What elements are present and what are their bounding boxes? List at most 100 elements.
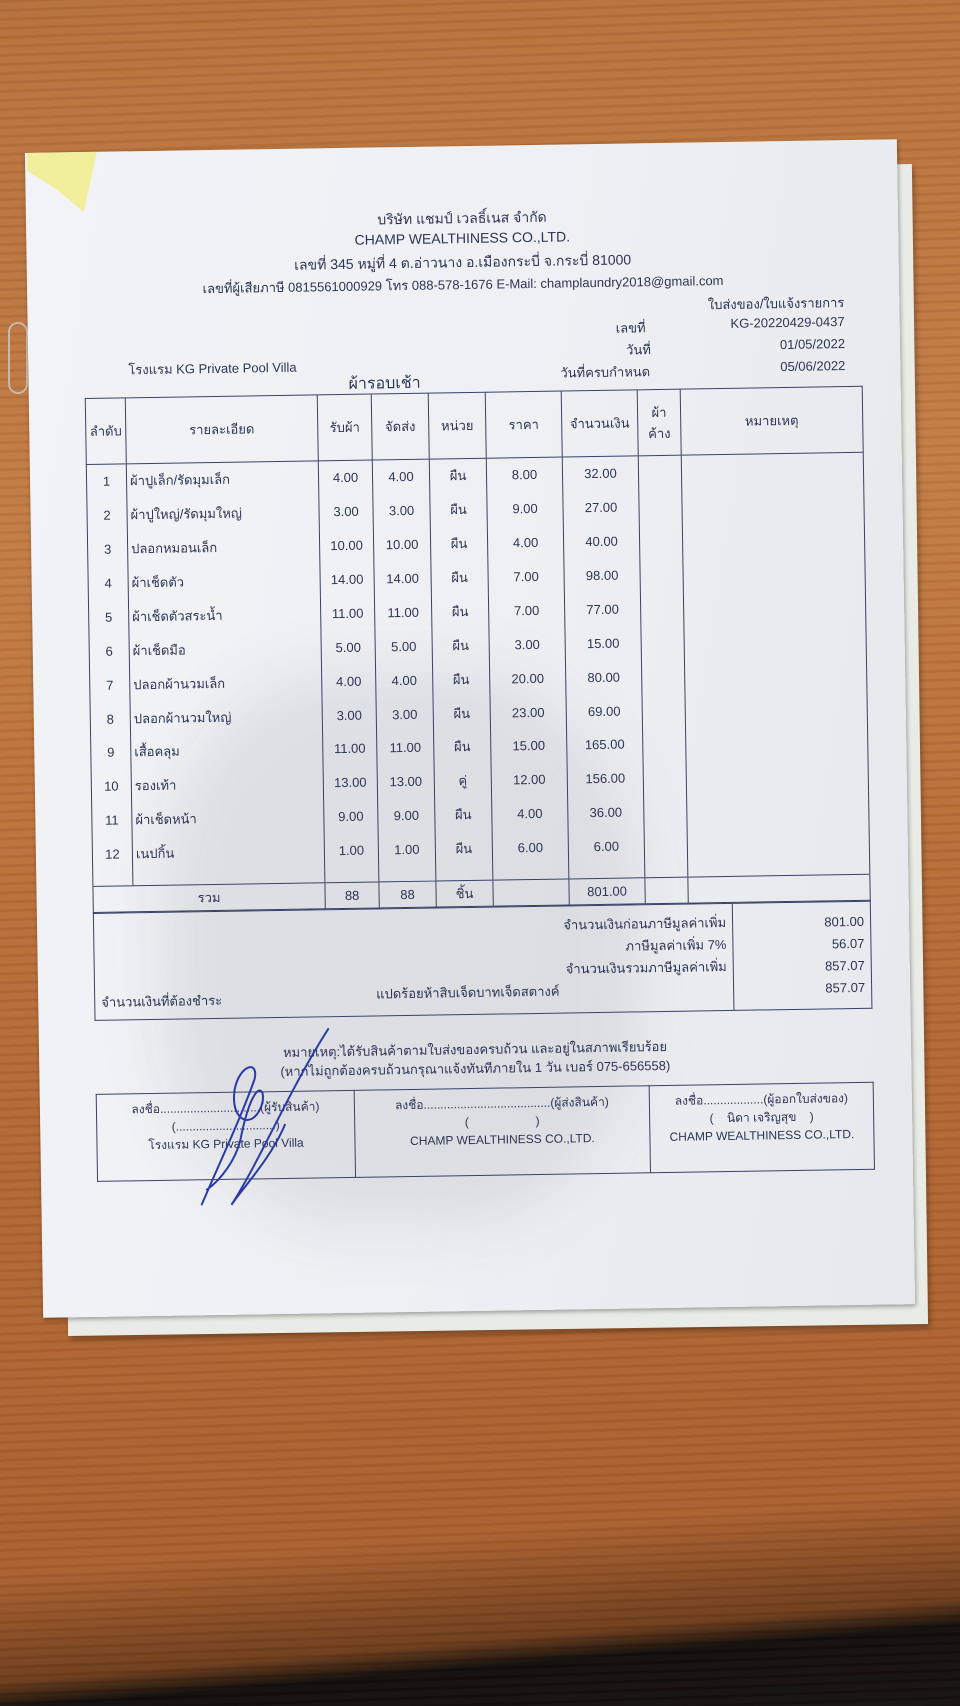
row-desc: ผ้าปูใหญ่/รัดมุมใหญ่ <box>126 495 320 532</box>
doc-type: ใบส่งของ/ใบแจ้งรายการ <box>707 295 845 313</box>
total-received: 88 <box>324 881 380 909</box>
header-order: ลำดับ <box>85 397 127 465</box>
row-unit: ผืน <box>430 560 489 595</box>
row-amount: 27.00 <box>562 489 640 526</box>
row-desc: เนปกิ้น <box>132 834 325 871</box>
due-date: 05/06/2022 <box>780 358 846 375</box>
row-unit: ผืน <box>434 797 493 833</box>
row-price: 7.00 <box>488 592 565 628</box>
row-order: 3 <box>87 531 128 567</box>
row-unit: ผืน <box>431 594 489 629</box>
row-pending <box>641 658 685 694</box>
issuer-signature: ลงชื่อ..................(ผู้ออกใบส่งของ)… <box>649 1082 875 1173</box>
row-remark <box>681 486 865 524</box>
row-pending <box>644 828 688 863</box>
row-order: 9 <box>90 735 132 770</box>
row-amount: 77.00 <box>564 591 641 627</box>
vat: 56.07 <box>831 935 865 952</box>
row-amount: 98.00 <box>563 557 641 593</box>
row-order: 6 <box>88 633 130 669</box>
pay-words: แปดร้อยห้าสิบเจ็ดบาทเจ็ดสตางค์ <box>376 983 560 1002</box>
row-unit: ผืน <box>432 661 490 697</box>
pay-amount: 857.07 <box>825 979 866 996</box>
summary-labels: จำนวนเงินก่อนภาษีมูลค่าเพิ่ม ภาษีมูลค่าเ… <box>93 903 734 1021</box>
row-delivered: 3.00 <box>376 696 434 732</box>
row-price: 6.00 <box>492 830 569 866</box>
row-received: 14.00 <box>319 561 375 597</box>
header-received: รับผ้า <box>317 394 373 462</box>
row-remark <box>684 655 867 693</box>
row-price: 4.00 <box>491 796 569 832</box>
row-desc: ผ้าเช็ดหน้า <box>131 800 325 838</box>
handwritten-signature <box>200 1027 330 1206</box>
row-remark <box>686 757 869 795</box>
row-received: 1.00 <box>324 833 379 868</box>
incl-vat: 857.07 <box>824 957 865 974</box>
row-pending <box>643 794 688 830</box>
row-order: 4 <box>87 565 129 601</box>
row-desc: ปลอกหมอนเล็ก <box>127 528 320 566</box>
row-unit: ผืน <box>433 729 492 765</box>
row-received: 4.00 <box>318 460 373 496</box>
row-order: 1 <box>86 464 127 499</box>
row-desc: ผ้าปูเล็ก/รัดมุมเล็ก <box>126 461 319 499</box>
header-amount: จำนวนเงิน <box>561 389 639 458</box>
row-remark <box>682 520 865 558</box>
row-pending <box>641 692 686 728</box>
row-price: 15.00 <box>490 728 568 764</box>
row-desc: ผ้าเช็ดตัว <box>127 562 321 600</box>
header-pending: ผ้าค้าง <box>637 389 682 457</box>
row-amount: 6.00 <box>568 829 645 865</box>
row-delivered: 14.00 <box>373 561 432 596</box>
row-delivered: 4.00 <box>375 662 433 698</box>
row-price: 20.00 <box>489 660 566 696</box>
row-amount: 36.00 <box>567 795 645 831</box>
row-desc: ปลอกผ้านวมใหญ่ <box>130 698 323 736</box>
row-pending <box>640 624 685 660</box>
row-delivered: 4.00 <box>372 459 430 495</box>
row-received: 10.00 <box>319 528 374 563</box>
row-desc: รองเท้า <box>131 766 324 804</box>
row-pending <box>639 523 683 558</box>
row-price: 3.00 <box>488 626 566 662</box>
customer: โรงแรม KG Private Pool Villa <box>128 359 297 378</box>
total-unit: ชิ้น <box>435 880 494 908</box>
row-delivered: 11.00 <box>376 730 435 766</box>
row-order: 2 <box>86 498 128 533</box>
date: 01/05/2022 <box>779 336 846 353</box>
row-order: 7 <box>89 667 131 703</box>
pre-vat: 801.00 <box>824 913 865 930</box>
row-amount: 156.00 <box>567 761 644 797</box>
row-pending <box>638 455 682 490</box>
row-pending <box>638 489 683 524</box>
row-remark <box>683 588 866 625</box>
row-desc: ปลอกผ้านวมเล็ก <box>129 664 323 702</box>
row-remark <box>681 452 864 490</box>
row-desc: ผ้าเช็ดตัวสระน้ำ <box>128 596 321 634</box>
summary-values: 801.00 56.07 857.07 857.07 <box>732 901 872 1011</box>
row-delivered: 5.00 <box>374 628 433 664</box>
row-delivered: 3.00 <box>372 493 431 529</box>
row-amount: 80.00 <box>565 659 642 695</box>
row-remark <box>687 825 870 863</box>
row-pending <box>639 557 684 592</box>
row-received: 11.00 <box>322 731 378 767</box>
sig-org: CHAMP WEALTHINESS CO.,LTD. <box>669 1127 855 1144</box>
paper-clip <box>8 322 28 394</box>
row-price: 4.00 <box>487 525 564 561</box>
row-desc: เสื้อคลุม <box>130 732 324 770</box>
header-price: ราคา <box>485 391 563 459</box>
row-desc: ผ้าเช็ดมือ <box>128 630 322 668</box>
header-remark: หมายเหตุ <box>680 386 864 456</box>
row-unit: ผืน <box>431 627 490 663</box>
row-delivered: 11.00 <box>374 594 432 630</box>
row-pending <box>642 726 687 762</box>
row-unit: ผืน <box>435 831 493 867</box>
row-received: 4.00 <box>321 663 377 699</box>
invoice-sheet: บริษัท แชมป์ เวลธิ์เนส จำกัด CHAMP WEALT… <box>24 139 916 1318</box>
row-price: 8.00 <box>486 457 563 493</box>
doc-no: KG-20220429-0437 <box>730 314 845 331</box>
due-label: วันที่ครบกำหนด <box>560 364 651 381</box>
row-delivered: 13.00 <box>377 764 435 800</box>
row-amount: 32.00 <box>562 456 639 492</box>
